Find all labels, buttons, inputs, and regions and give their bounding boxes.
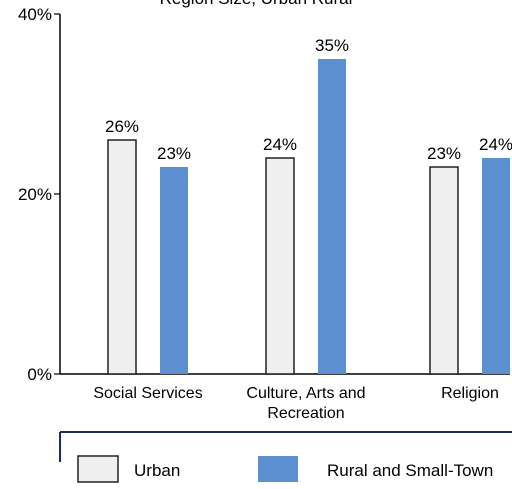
x-category-label: Culture, Arts and [246,385,365,402]
x-category-label: Social Services [93,385,202,402]
data-label: 26% [105,117,139,136]
data-label: 24% [479,135,512,154]
bar-urban-2 [429,166,459,375]
bars: 26% 24% 23% 23% 35% 24% [105,36,512,375]
data-label: 23% [157,144,191,163]
legend-label-rural: Rural and Small-Town [327,461,493,480]
legend-swatch-urban [77,455,119,483]
bar-rural-2 [482,158,510,374]
bar-rural-1 [318,59,346,374]
legend: Urban Rural and Small-Town [59,431,512,483]
data-label: 23% [427,144,461,163]
category-labels: Social Services Culture, Arts and Recreati… [93,385,499,422]
x-category-label: Recreation [267,405,344,422]
bar-rural-0 [160,167,188,374]
bar-urban-0 [107,139,137,375]
data-label: 24% [263,135,297,154]
y-tick-label: 0% [27,365,52,384]
data-label: 35% [315,36,349,55]
y-tick-label: 40% [18,5,52,24]
chart-title: Region Size, Urban Rural [160,0,353,8]
bar-urban-1 [265,157,295,375]
legend-label-urban: Urban [134,461,180,480]
x-category-label: Religion [441,385,499,402]
legend-swatch-rural [258,456,298,482]
y-tick-label: 20% [18,185,52,204]
